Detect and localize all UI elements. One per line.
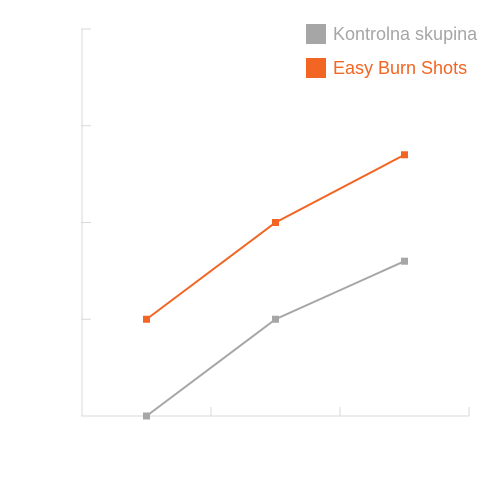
data-point-easy-burn-shots xyxy=(401,151,408,159)
legend-swatch-easy-burn-shots xyxy=(306,58,326,78)
legend-label-kontrolna-skupina: Kontrolna skupina xyxy=(333,24,478,44)
data-point-easy-burn-shots xyxy=(272,219,279,226)
data-point-kontrolna-skupina xyxy=(401,257,408,265)
data-point-easy-burn-shots xyxy=(143,315,150,323)
data-point-kontrolna-skupina xyxy=(143,412,150,420)
chart-series xyxy=(143,151,408,420)
data-point-kontrolna-skupina xyxy=(272,315,279,323)
legend-swatch-kontrolna-skupina xyxy=(306,24,326,44)
chart-legend: Kontrolna skupina Easy Burn Shots xyxy=(306,24,478,78)
series-line-kontrolna-skupina xyxy=(145,260,405,417)
series-line-easy-burn-shots xyxy=(145,153,405,321)
legend-label-easy-burn-shots: Easy Burn Shots xyxy=(333,58,467,78)
